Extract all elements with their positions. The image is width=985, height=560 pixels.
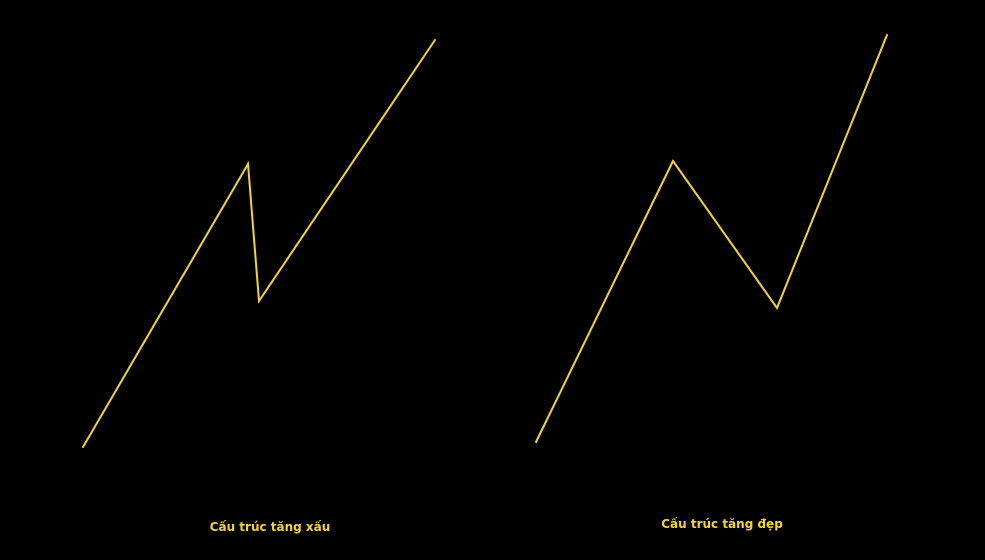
good-uptrend-structure-line [535, 34, 888, 443]
good-structure-caption: Cấu trúc tăng đẹp [661, 517, 783, 531]
bad-uptrend-structure-line [82, 39, 436, 448]
bad-structure-caption: Cấu trúc tăng xấu [209, 520, 331, 534]
